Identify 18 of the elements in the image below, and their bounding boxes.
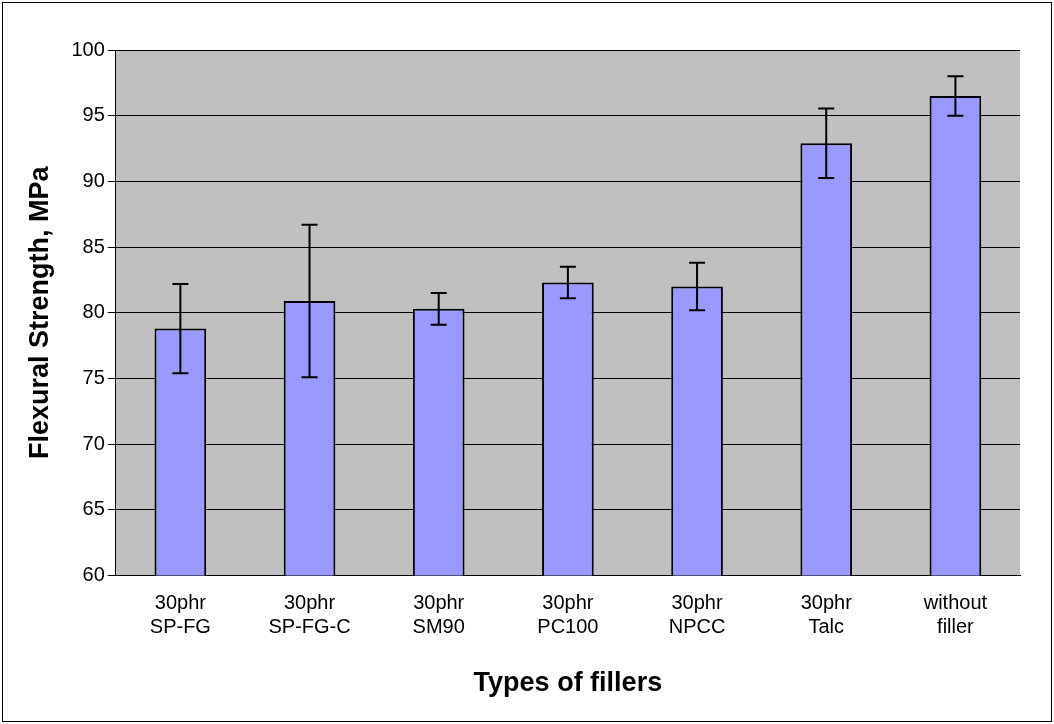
x-tick-label: 30phr Talc bbox=[800, 591, 853, 638]
y-tick-label: 75 bbox=[82, 366, 105, 389]
x-tick-label: without filler bbox=[922, 591, 988, 638]
x-tick-label: 30phr PC100 bbox=[537, 591, 599, 638]
y-tick-label: 100 bbox=[71, 37, 105, 60]
y-tick-label: 90 bbox=[82, 168, 105, 191]
y-tick-label: 70 bbox=[82, 431, 105, 454]
y-tick-label: 65 bbox=[82, 497, 105, 520]
y-tick-label: 80 bbox=[82, 300, 105, 323]
x-tick-label: 30phr SM90 bbox=[412, 591, 465, 638]
x-tick-label: 30phr SP-FG bbox=[149, 591, 211, 638]
x-axis-title: Types of fillers bbox=[473, 667, 663, 698]
x-tick-label: 30phr SP-FG-C bbox=[268, 591, 351, 638]
y-tick-label: 60 bbox=[82, 563, 105, 586]
y-tick-label: 85 bbox=[82, 234, 105, 257]
x-tick-label: 30phr NPCC bbox=[668, 591, 726, 638]
y-tick-label: 95 bbox=[82, 103, 105, 126]
y-axis-title: Flexural Strength, MPa bbox=[23, 165, 54, 460]
